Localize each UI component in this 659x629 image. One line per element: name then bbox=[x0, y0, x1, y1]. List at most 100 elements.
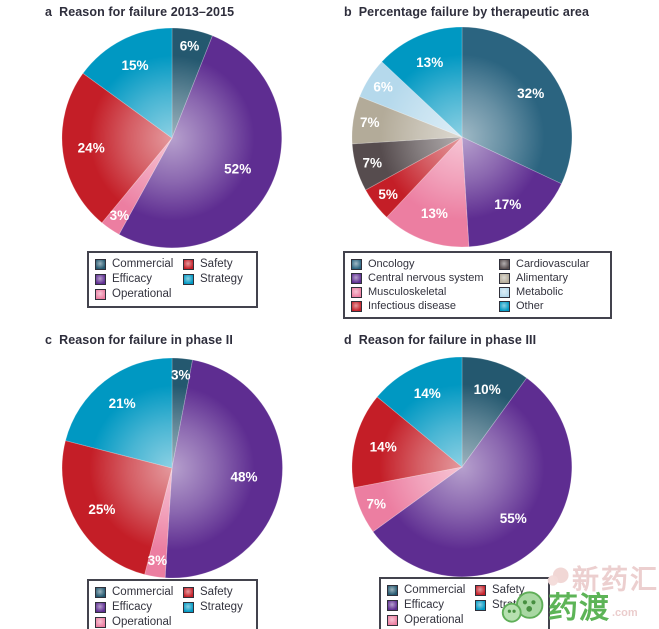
panel-c-letter: c bbox=[45, 333, 53, 347]
legend-swatch-other bbox=[499, 300, 510, 312]
slice-label-commercial: 3% bbox=[171, 367, 191, 382]
slice-label-metabolic: 6% bbox=[373, 79, 393, 94]
legend-swatch-safety bbox=[183, 259, 194, 270]
legend-column: Commercial Efficacy Operational bbox=[95, 257, 183, 302]
slice-label-alimentary: 7% bbox=[360, 115, 380, 130]
legend-item-oncology: Oncology bbox=[351, 257, 499, 271]
panel-b-title: b Percentage failure by therapeutic area bbox=[344, 5, 589, 19]
legend-label-operational: Operational bbox=[112, 288, 172, 300]
legend-swatch-safety bbox=[183, 587, 194, 598]
slice-label-infectious-disease: 5% bbox=[378, 187, 398, 202]
legend-item-strategy: Strategy bbox=[183, 272, 243, 287]
panel-d-letter: d bbox=[344, 333, 352, 347]
pie-chart-c: 3% 48% 3% 25% 21% bbox=[61, 357, 283, 579]
slice-label-efficacy: 52% bbox=[224, 161, 251, 176]
panel-b-title-text: Percentage failure by therapeutic area bbox=[358, 5, 590, 19]
legend-column: Commercial Efficacy Operational bbox=[95, 585, 183, 629]
pie-highlight bbox=[352, 27, 572, 247]
panel-a-letter: a bbox=[45, 5, 53, 19]
pie-chart-d: 10% 55% 7% 14% 14% bbox=[351, 356, 573, 578]
watermark-brand-top: 新药汇 bbox=[572, 564, 659, 595]
legend-swatch-operational bbox=[387, 615, 398, 626]
slice-label-strategy: 21% bbox=[109, 396, 136, 411]
panel-a-title: a Reason for failure 2013–2015 bbox=[45, 5, 234, 19]
legend-label-efficacy: Efficacy bbox=[404, 599, 445, 611]
slice-label-operational: 7% bbox=[366, 497, 386, 512]
legend-column: Commercial Efficacy Operational bbox=[387, 583, 475, 628]
legend-item-operational: Operational bbox=[387, 613, 475, 628]
legend-item-musculoskeletal: Musculoskeletal bbox=[351, 285, 499, 299]
panel-b-letter: b bbox=[344, 5, 352, 19]
legend-label-operational: Operational bbox=[112, 616, 172, 628]
slice-label-operational: 3% bbox=[110, 208, 130, 223]
slice-label-strategy: 14% bbox=[414, 386, 441, 401]
legend-item-strategy: Strategy bbox=[475, 598, 535, 613]
legend-label-strategy: Strategy bbox=[200, 601, 243, 613]
legend-swatch-safety bbox=[475, 585, 486, 596]
slice-label-efficacy: 48% bbox=[230, 470, 257, 485]
legend-label-safety: Safety bbox=[200, 258, 233, 270]
pie-highlight bbox=[352, 357, 572, 577]
slice-label-oncology: 32% bbox=[517, 86, 544, 101]
legend-item-commercial: Commercial bbox=[387, 583, 475, 598]
legend-a: Commercial Efficacy Operational Safety Strat… bbox=[87, 251, 258, 308]
legend-label-cardiovascular: Cardiovascular bbox=[516, 258, 590, 270]
legend-swatch-commercial bbox=[95, 259, 106, 270]
slice-label-other: 13% bbox=[416, 55, 443, 70]
legend-d: Commercial Efficacy Operational Safety Strat… bbox=[379, 577, 550, 629]
legend-label-metabolic: Metabolic bbox=[516, 286, 564, 298]
pie-chart-b: 32% 17% 13% 5% 7% 7% 6% 13% bbox=[351, 26, 573, 248]
legend-swatch-efficacy bbox=[95, 602, 106, 613]
legend-swatch-metabolic bbox=[499, 286, 510, 298]
legend-label-operational: Operational bbox=[404, 614, 464, 626]
pie-highlight bbox=[62, 358, 282, 578]
legend-label-efficacy: Efficacy bbox=[112, 273, 153, 285]
legend-column: Oncology Central nervous system Musculoske… bbox=[351, 257, 499, 313]
slice-label-musculoskeletal: 13% bbox=[421, 206, 448, 221]
legend-label-alimentary: Alimentary bbox=[516, 272, 568, 284]
legend-item-other: Other bbox=[499, 299, 589, 313]
panel-c-title-text: Reason for failure in phase II bbox=[59, 333, 233, 347]
slice-label-commercial: 10% bbox=[474, 382, 501, 397]
legend-c: Commercial Efficacy Operational Safety Strat… bbox=[87, 579, 258, 629]
legend-swatch-strategy bbox=[183, 274, 194, 285]
legend-item-cardiovascular: Cardiovascular bbox=[499, 257, 589, 271]
legend-label-other: Other bbox=[516, 300, 544, 312]
legend-column: Safety Strategy bbox=[183, 257, 243, 302]
legend-label-commercial: Commercial bbox=[112, 586, 174, 598]
legend-label-commercial: Commercial bbox=[404, 584, 466, 596]
legend-label-musculoskeletal: Musculoskeletal bbox=[368, 286, 447, 298]
legend-item-safety: Safety bbox=[475, 583, 535, 598]
panel-c-title: c Reason for failure in phase II bbox=[45, 333, 233, 347]
legend-swatch-operational bbox=[95, 289, 106, 300]
legend-swatch-commercial bbox=[95, 587, 106, 598]
watermark-brand-green: 药渡 bbox=[548, 592, 610, 625]
legend-item-operational: Operational bbox=[95, 615, 183, 629]
legend-label-strategy: Strategy bbox=[200, 273, 243, 285]
legend-item-efficacy: Efficacy bbox=[95, 272, 183, 287]
legend-column: Safety Strategy bbox=[475, 583, 535, 628]
legend-swatch-cardiovascular bbox=[499, 258, 510, 270]
legend-item-strategy: Strategy bbox=[183, 600, 243, 615]
legend-swatch-operational bbox=[95, 617, 106, 628]
slice-label-strategy: 15% bbox=[121, 58, 148, 73]
slice-label-cardiovascular: 7% bbox=[362, 156, 382, 171]
legend-b: Oncology Central nervous system Musculoske… bbox=[343, 251, 612, 319]
legend-item-commercial: Commercial bbox=[95, 585, 183, 600]
legend-swatch-strategy bbox=[475, 600, 486, 611]
legend-label-infectious-disease: Infectious disease bbox=[368, 300, 457, 312]
slice-label-operational: 3% bbox=[148, 553, 168, 568]
legend-swatch-strategy bbox=[183, 602, 194, 613]
legend-item-infectious-disease: Infectious disease bbox=[351, 299, 499, 313]
legend-label-safety: Safety bbox=[200, 586, 233, 598]
pie-chart-a: 6% 52% 3% 24% 15% bbox=[61, 27, 283, 249]
legend-item-commercial: Commercial bbox=[95, 257, 183, 272]
legend-label-central-nervous-system: Central nervous system bbox=[368, 272, 484, 284]
slice-label-safety: 25% bbox=[88, 502, 115, 517]
legend-swatch-commercial bbox=[387, 585, 398, 596]
legend-label-efficacy: Efficacy bbox=[112, 601, 153, 613]
legend-item-efficacy: Efficacy bbox=[95, 600, 183, 615]
legend-item-central-nervous-system: Central nervous system bbox=[351, 271, 499, 285]
legend-item-metabolic: Metabolic bbox=[499, 285, 589, 299]
